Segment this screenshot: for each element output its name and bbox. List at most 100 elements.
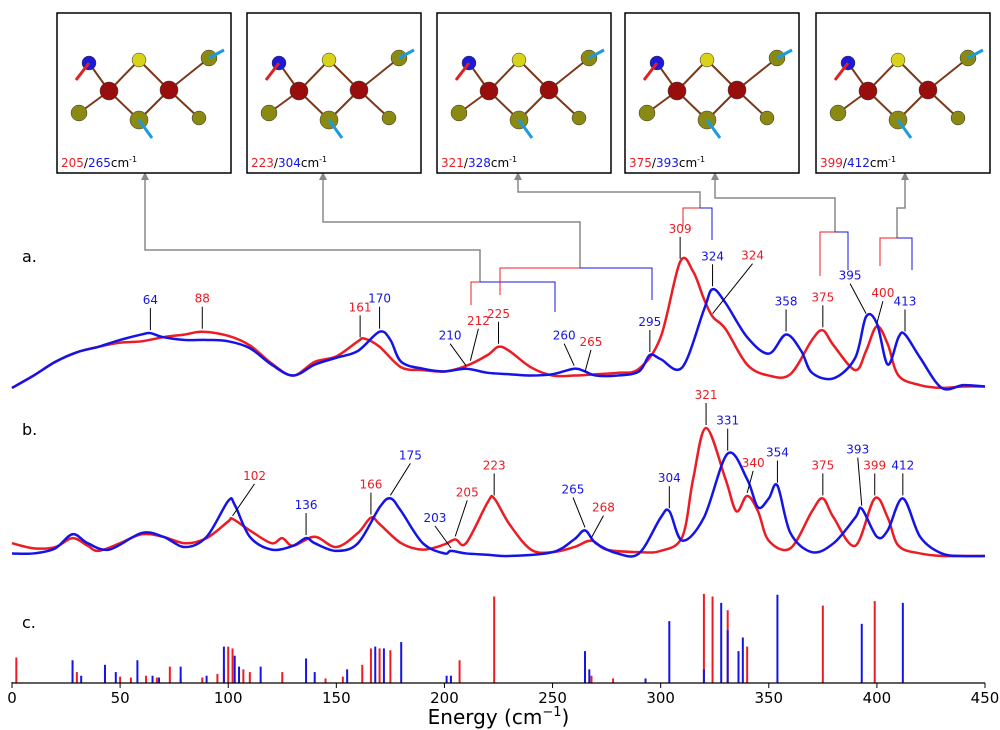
atom [918,80,938,100]
atom [539,80,559,100]
displacement [74,62,91,81]
displacement [776,48,793,60]
separator: / [843,156,848,170]
atom [191,110,207,126]
atom [638,104,656,122]
displacement [137,119,154,139]
peak-label: 170 [368,292,391,306]
leader-line [454,500,468,537]
displacement [517,119,534,139]
bracket [580,267,653,300]
unit: cm [870,156,888,170]
leader-line [449,343,467,367]
atom [829,104,847,122]
displacement [896,119,913,139]
peak-label: 210 [439,329,462,343]
atom [381,110,397,126]
x-tick-label: 50 [111,689,130,707]
displacement [642,62,659,81]
peak-label: 304 [658,471,681,485]
x-tick-label: 450 [971,689,1000,707]
atom [131,52,147,68]
peak-label: 205 [456,485,479,499]
atom [321,52,337,68]
inset-box [436,12,612,174]
peak-label: 395 [839,269,862,283]
leader-line [469,328,479,361]
leader-line [849,283,867,314]
bracket [835,231,849,270]
leader-line [591,515,604,538]
peak-label: 212 [467,314,490,328]
leader-line [712,263,753,314]
leader-line [563,343,575,366]
displacement [705,119,722,139]
leader-line [876,301,884,324]
unit: cm [679,156,697,170]
separator: / [464,156,469,170]
unit: cm [491,156,509,170]
spectrum-line [11,287,986,391]
x-tick-label: 400 [863,689,892,707]
atom [99,81,119,101]
displacement [264,62,281,81]
unit-exp: -1 [319,155,327,164]
red-value: 399 [820,156,843,170]
atom [289,81,309,101]
peak-label: 399 [863,458,886,472]
connector [517,178,701,208]
unit: cm [301,156,319,170]
peak-label: 295 [638,315,661,329]
panel-label: a. [22,247,37,266]
red-value: 205 [61,156,84,170]
atom [699,52,715,68]
arrowhead [141,172,149,180]
peak-label: 166 [359,478,382,492]
mode-label: 223/304cm-1 [251,155,327,170]
peak-label: 324 [741,249,764,263]
displacement [454,62,471,81]
atom [759,110,775,126]
unit-exp: -1 [697,155,705,164]
x-tick-label: 350 [754,689,783,707]
atom [858,81,878,101]
peak-label: 331 [716,414,739,428]
peak-label: 102 [243,469,266,483]
inset-box [56,12,232,174]
connectors [141,172,913,312]
leader-line [857,457,863,506]
x-tick-label: 100 [214,689,243,707]
bracket [897,237,913,270]
unit-exp: -1 [129,155,137,164]
atom [479,81,499,101]
inset-box [624,12,800,174]
mode-label: 375/393cm-1 [629,155,705,170]
mode-label: 205/265cm-1 [61,155,137,170]
atom [349,80,369,100]
atom [511,52,527,68]
connector [896,178,906,238]
connector [144,178,481,282]
bracket [700,207,713,240]
bracket [499,267,580,295]
peak-label: 354 [766,446,789,460]
peak-label: 375 [811,290,834,304]
connector [322,178,581,268]
bracket [819,231,835,276]
peak-label: 161 [349,300,372,314]
spectrum-line [11,451,986,558]
peak-label: 265 [562,482,585,496]
x-tick-label: 0 [7,689,17,707]
label-sup: −1 [542,705,561,720]
peak-label: 88 [195,292,210,306]
peak-label: 265 [580,335,603,349]
peak-label: 268 [592,501,615,515]
red-value: 321 [441,156,464,170]
displacement [208,48,225,60]
x-tick-label: 300 [646,689,675,707]
atom [950,110,966,126]
x-tick-label: 250 [538,689,567,707]
unit: cm [111,156,129,170]
arrowhead [319,172,327,180]
arrowhead [711,172,719,180]
